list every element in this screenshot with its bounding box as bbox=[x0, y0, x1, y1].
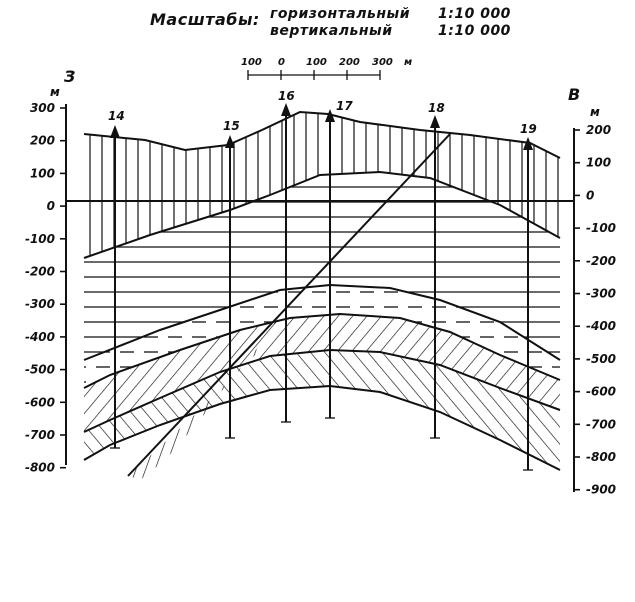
fault-zone bbox=[128, 300, 292, 480]
axis-tick-label: -700 bbox=[25, 428, 55, 442]
axis-tick-label: -400 bbox=[25, 330, 55, 344]
borehole-label: 14 bbox=[108, 109, 125, 123]
scale-horizontal-label: горизонтальный bbox=[270, 6, 410, 22]
borehole-marker bbox=[281, 103, 291, 116]
west-label: З bbox=[63, 67, 75, 86]
axis-tick-label: 0 bbox=[47, 199, 55, 213]
right-axis-unit: м bbox=[590, 105, 600, 119]
axis-tick-label: 200 bbox=[586, 123, 611, 137]
axis-tick-label: -300 bbox=[586, 287, 616, 301]
borehole-marker bbox=[325, 109, 335, 122]
scale-vertical-value: 1:10 000 bbox=[438, 23, 511, 39]
axis-tick-label: -200 bbox=[586, 254, 616, 268]
axis-tick-label: -800 bbox=[586, 450, 616, 464]
boreholes: 14 15 16 17 18 19 bbox=[108, 89, 537, 471]
axis-tick-label: -500 bbox=[586, 352, 616, 366]
borehole-marker bbox=[225, 135, 235, 148]
strata-boundary bbox=[83, 384, 561, 471]
borehole-label: 15 bbox=[223, 119, 240, 133]
scale-tick-label: 100 bbox=[241, 57, 262, 68]
axis-tick-label: 0 bbox=[586, 188, 594, 202]
scale-vertical-label: вертикальный bbox=[270, 23, 393, 39]
axis-tick-label: -100 bbox=[586, 221, 616, 235]
borehole-label: 17 bbox=[336, 99, 353, 113]
strata-boundary bbox=[83, 348, 561, 433]
scale-tick-label: 100 bbox=[306, 57, 327, 68]
scale-tick-label: 0 bbox=[278, 57, 285, 68]
diagonal-band-upper bbox=[84, 314, 560, 432]
borehole-marker bbox=[110, 125, 120, 138]
fault-line bbox=[127, 133, 451, 477]
right-axis: 200 100 0 -100 -200 -300 -400 -500 -600 -700 -800 -… bbox=[573, 123, 616, 497]
axis-tick-label: -500 bbox=[25, 363, 55, 377]
axis-tick-label: -800 bbox=[25, 461, 55, 475]
strata-boundary bbox=[83, 312, 561, 389]
axis-tick-label: -200 bbox=[25, 265, 55, 279]
east-label: В bbox=[568, 85, 580, 104]
ground-surface bbox=[83, 110, 561, 159]
axis-tick-label: -400 bbox=[586, 319, 616, 333]
left-axis: 300 200 100 0 -100 -200 -300 -400 -500 -600 -700 -8… bbox=[25, 101, 67, 475]
axis-tick-label: 100 bbox=[586, 156, 611, 170]
scale-horizontal-value: 1:10 000 bbox=[438, 6, 511, 22]
axis-tick-label: -600 bbox=[586, 385, 616, 399]
borehole-marker bbox=[523, 137, 533, 150]
axis-tick-label: -100 bbox=[25, 232, 55, 246]
axis-tick-label: -700 bbox=[586, 417, 616, 431]
scale-unit-label: м bbox=[404, 57, 412, 68]
axis-tick-label: -900 bbox=[586, 483, 616, 497]
axis-tick-label: 200 bbox=[30, 134, 55, 148]
scale-tick-label: 200 bbox=[339, 57, 360, 68]
borehole-label: 16 bbox=[278, 89, 295, 103]
left-axis-unit: м bbox=[50, 85, 60, 99]
axis-tick-label: 300 bbox=[30, 101, 55, 115]
borehole-marker bbox=[430, 115, 440, 128]
scale-tick-label: 300 bbox=[372, 57, 393, 68]
borehole-label: 18 bbox=[428, 101, 445, 115]
scales-title: Масштабы: bbox=[150, 10, 260, 29]
dashed-strata bbox=[84, 285, 560, 388]
axis-tick-label: 100 bbox=[30, 166, 55, 180]
section-body bbox=[84, 112, 560, 470]
borehole-label: 19 bbox=[520, 122, 537, 136]
axis-tick-label: -300 bbox=[25, 297, 55, 311]
axis-tick-label: -600 bbox=[25, 395, 55, 409]
scale-bar: 100 0 100 200 300 м bbox=[241, 57, 412, 80]
weathering-base bbox=[83, 170, 561, 259]
